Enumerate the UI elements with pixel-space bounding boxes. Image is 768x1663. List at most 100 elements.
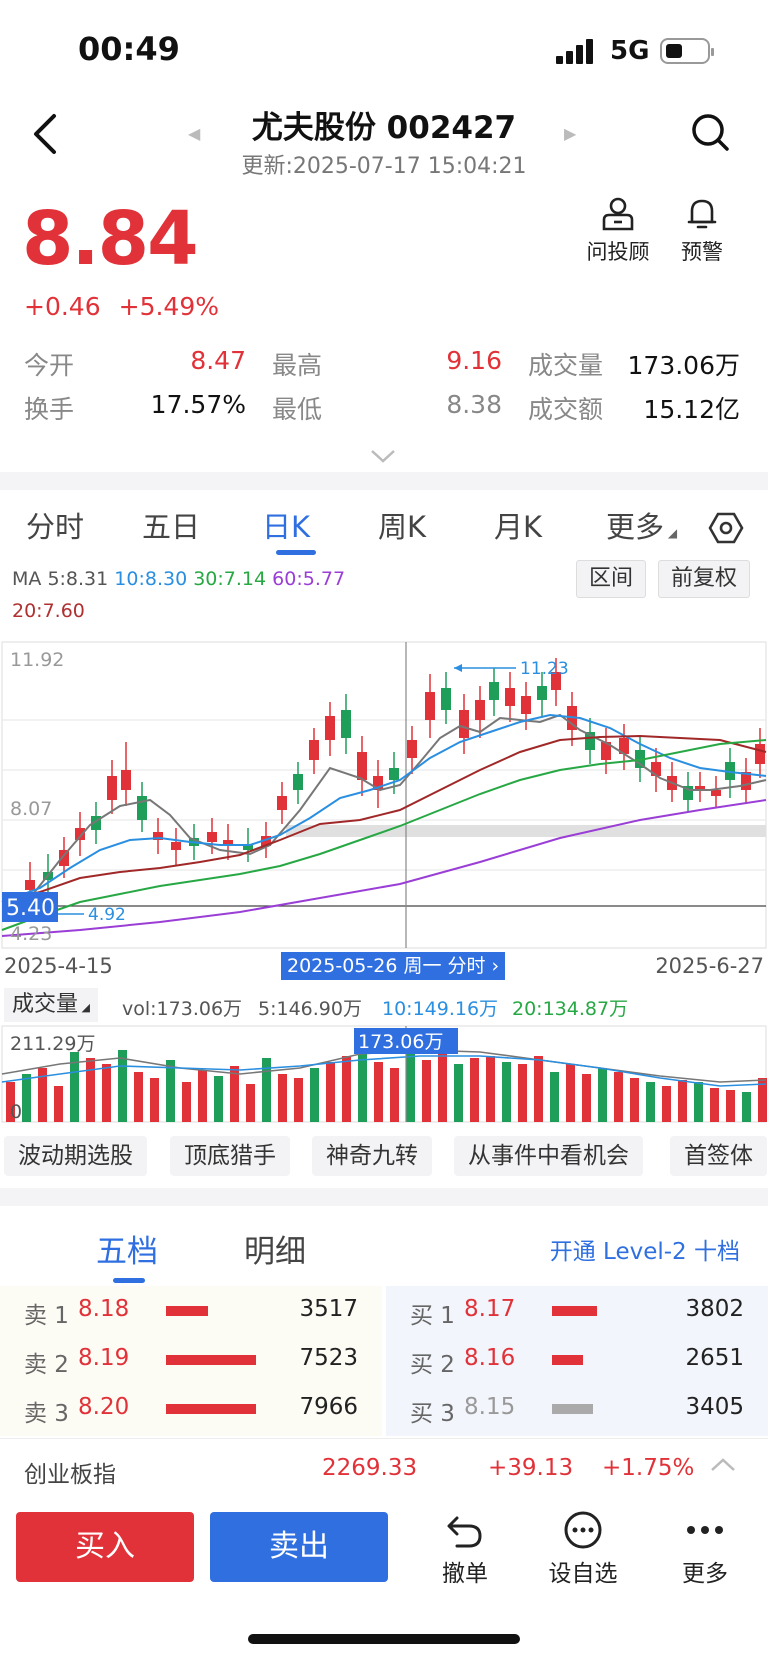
chip-top-bottom[interactable]: 顶底猎手 [170, 1136, 290, 1176]
volume-bar [134, 1072, 143, 1122]
buy-volume: 3802 [685, 1296, 744, 1322]
volume-bar [326, 1062, 335, 1122]
sell-volume-bar [166, 1306, 208, 1316]
volume-chart[interactable]: 211.29万 0 173.06万 [0, 1024, 768, 1124]
active-tab-indicator [113, 1278, 145, 1283]
advisor-button[interactable]: 问投顾 [578, 196, 658, 266]
volume-indicator-select[interactable]: 成交量 ◢ [4, 988, 98, 1022]
index-ticker[interactable]: 创业板指 2269.33 +39.13 +1.75% [0, 1438, 768, 1498]
y-axis-low: 4.23 [10, 923, 52, 945]
ma5-value: 5:8.31 [47, 568, 109, 590]
candle-body [551, 672, 561, 690]
tab-weekly-k[interactable]: 周K [378, 510, 427, 544]
next-stock-icon[interactable]: ▶ [564, 124, 577, 143]
sell-volume-bar [166, 1404, 256, 1414]
tab-intraday[interactable]: 分时 [26, 510, 85, 544]
cancel-order-button[interactable]: 撤单 [420, 1510, 510, 1588]
sell-button[interactable]: 卖出 [210, 1512, 388, 1582]
sell-price: 8.19 [78, 1345, 130, 1371]
tab-daily-k[interactable]: 日K [262, 510, 311, 544]
ma5-line [29, 713, 767, 899]
candle-body [475, 700, 485, 720]
sell-volume: 7523 [299, 1345, 358, 1371]
volume-bar [550, 1072, 559, 1122]
candle-body [741, 772, 751, 790]
advisor-label: 问投顾 [586, 240, 650, 264]
cursor-date-tag[interactable]: 2025-05-26 周一 分时 › [281, 952, 506, 980]
chip-first-sign[interactable]: 首签体 [670, 1136, 767, 1176]
date-start: 2025-4-15 [4, 954, 113, 978]
expand-chevron-icon[interactable] [370, 448, 396, 464]
ma-prefix: MA [12, 568, 42, 590]
tab-detail[interactable]: 明细 [244, 1234, 306, 1270]
price-change: +0.46 +5.49% [24, 292, 237, 321]
tab-five-level[interactable]: 五档 [96, 1234, 158, 1270]
chevron-up-icon[interactable] [710, 1453, 736, 1479]
buy-button[interactable]: 买入 [16, 1512, 194, 1582]
volume-bar [54, 1086, 63, 1122]
buy-price: 8.17 [464, 1296, 516, 1322]
favorite-button[interactable]: 设自选 [538, 1510, 628, 1588]
bell-icon [687, 199, 717, 229]
candle-body [261, 836, 271, 846]
volume-bar [406, 1052, 415, 1122]
sell-side: 卖 1 8.18 3517 卖 2 8.19 7523 卖 3 8.20 796… [0, 1286, 382, 1436]
buy-price: 8.15 [464, 1394, 516, 1420]
quote-stats: 今开 8.47 最高 9.16 成交量 173.06万 换手 17.57% 最低… [0, 346, 768, 434]
alert-button[interactable]: 预警 [662, 196, 742, 266]
candle-body [171, 842, 181, 850]
range-button[interactable]: 区间 [576, 560, 647, 598]
chip-volatility[interactable]: 波动期选股 [4, 1136, 147, 1176]
current-price: 8.84 [22, 196, 199, 282]
vol-y-zero: 0 [10, 1101, 22, 1123]
sell-label: 卖 2 [24, 1352, 69, 1378]
sell-volume: 3517 [299, 1296, 358, 1322]
buy-label: 买 1 [410, 1303, 455, 1329]
active-tab-indicator [276, 550, 316, 555]
level2-link[interactable]: 开通 Level-2 十档 [549, 1239, 740, 1265]
index-change-pct: +1.75% [602, 1455, 695, 1481]
adjust-button[interactable]: 前复权 [658, 560, 751, 598]
volume-bars [6, 1042, 767, 1122]
candle-body [277, 796, 287, 810]
vol-y-top: 211.29万 [10, 1033, 95, 1055]
buy-volume: 2651 [685, 1345, 744, 1371]
volume-bar [582, 1074, 591, 1122]
update-time: 更新:2025-07-17 15:04:21 [241, 154, 527, 179]
chip-nine-turn[interactable]: 神奇九转 [312, 1136, 432, 1176]
tab-more[interactable]: 更多 ◢ [606, 504, 677, 546]
candles [25, 658, 765, 908]
candle-body [537, 686, 547, 700]
settings-icon[interactable] [708, 510, 744, 550]
cancel-label: 撤单 [442, 1561, 488, 1587]
home-indicator[interactable] [248, 1634, 520, 1644]
candle-body [341, 710, 351, 738]
volume-bar [358, 1042, 367, 1122]
open-value: 8.47 [190, 346, 246, 375]
volume-bar [518, 1064, 527, 1122]
volume-label: 成交量 [528, 351, 604, 380]
candle-body [389, 768, 399, 780]
buy-side: 买 1 8.17 3802 买 2 8.16 2651 买 3 8.15 340… [386, 1286, 768, 1436]
kline-chart[interactable]: 11.23 4.92 11.92 8.07 4.23 5.40 [0, 640, 768, 950]
candle-body [357, 752, 367, 780]
sell-label: 卖 1 [24, 1303, 69, 1329]
buy-label: 买 3 [410, 1401, 455, 1427]
back-icon[interactable] [30, 112, 70, 156]
search-icon[interactable] [690, 112, 730, 152]
tab-five-day[interactable]: 五日 [142, 510, 201, 544]
low-value: 8.38 [446, 390, 502, 419]
ma20-value: 20:7.60 [12, 600, 85, 622]
volume-bar [182, 1082, 191, 1122]
tab-monthly-k[interactable]: 月K [494, 510, 543, 544]
amount-label: 成交额 [528, 395, 604, 424]
cursor-date-label: 2025-05-26 周一 分时 [287, 955, 486, 977]
candle-body [137, 796, 147, 820]
volume-bar [86, 1058, 95, 1122]
vol-cursor-tag: 173.06万 [358, 1031, 443, 1053]
chip-events[interactable]: 从事件中看机会 [454, 1136, 643, 1176]
prev-stock-icon[interactable]: ◀ [188, 124, 201, 143]
volume-bar [598, 1068, 607, 1122]
strategy-chips: 波动期选股 顶底猎手 神奇九转 从事件中看机会 首签体 [0, 1136, 768, 1180]
more-button[interactable]: 更多 [660, 1510, 750, 1588]
